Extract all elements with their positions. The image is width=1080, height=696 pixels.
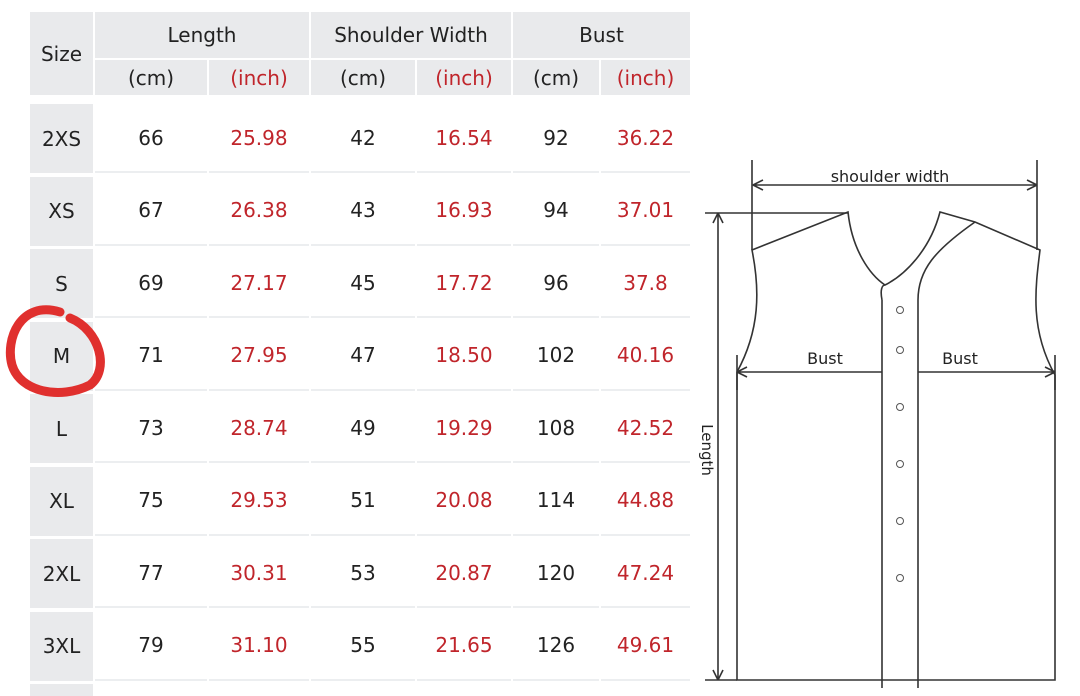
value-cell: 120 (513, 539, 599, 608)
unit-header: (cm) (311, 60, 415, 95)
value-cell: 96 (513, 249, 599, 318)
value-cell: 66 (95, 104, 207, 173)
value-cell: 37.01 (601, 177, 690, 246)
length-label: Length (698, 424, 716, 476)
value-cell: 27.17 (209, 249, 309, 318)
unit-header: (inch) (209, 60, 309, 95)
size-cell: M (30, 321, 93, 391)
value-cell: 44.88 (601, 467, 690, 536)
value-cell: 73 (95, 394, 207, 463)
bust-label: Bust (807, 349, 843, 368)
size-cell: XL (30, 466, 93, 536)
size-cell: 2XS (30, 104, 93, 173)
value-cell: 47 (311, 322, 415, 391)
value-cell: 77 (95, 539, 207, 608)
group-header: Length (95, 12, 309, 58)
value-cell: 42.52 (601, 394, 690, 463)
unit-header: (cm) (95, 60, 207, 95)
value-cell: 53 (311, 539, 415, 608)
buttons (896, 306, 904, 582)
size-cell: XS (30, 176, 93, 246)
shoulder-label: shoulder width (831, 167, 950, 186)
value-cell: 43 (311, 177, 415, 246)
value-cell: 102 (513, 322, 599, 391)
value-cell: 28.74 (209, 394, 309, 463)
value-cell: 29.53 (209, 467, 309, 536)
value-cell: 67 (95, 177, 207, 246)
value-cell: 55 (311, 612, 415, 681)
size-cell: 3XL (30, 611, 93, 681)
highlight-circle (5, 305, 105, 397)
value-cell: 49.61 (601, 612, 690, 681)
value-cell: 108 (513, 394, 599, 463)
unit-header: (inch) (601, 60, 690, 95)
value-cell: 94 (513, 177, 599, 246)
value-cell: 16.54 (417, 104, 511, 173)
value-cell: 27.95 (209, 322, 309, 391)
value-cell: 25.98 (209, 104, 309, 173)
value-cell: 69 (95, 249, 207, 318)
value-cell: 21.65 (417, 612, 511, 681)
size-cell: 2XL (30, 539, 93, 608)
value-cell: 31.10 (209, 612, 309, 681)
unit-header: (inch) (417, 60, 511, 95)
value-cell: 45 (311, 249, 415, 318)
value-cell: 49 (311, 394, 415, 463)
value-cell: 26.38 (209, 177, 309, 246)
value-cell: 114 (513, 467, 599, 536)
value-cell: 37.8 (601, 249, 690, 318)
value-cell: 40.16 (601, 322, 690, 391)
value-cell: 92 (513, 104, 599, 173)
value-cell: 16.93 (417, 177, 511, 246)
size-cell: L (30, 394, 93, 463)
value-cell: 17.72 (417, 249, 511, 318)
value-cell: 51 (311, 467, 415, 536)
value-cell: 75 (95, 467, 207, 536)
size-header: Size (30, 12, 93, 95)
unit-header: (cm) (513, 60, 599, 95)
value-cell: 42 (311, 104, 415, 173)
value-cell: 47.24 (601, 539, 690, 608)
value-cell: 20.87 (417, 539, 511, 608)
shirt-outline (705, 160, 1056, 688)
row-stub (30, 684, 93, 696)
value-cell: 18.50 (417, 322, 511, 391)
value-cell: 79 (95, 612, 207, 681)
value-cell: 36.22 (601, 104, 690, 173)
value-cell: 30.31 (209, 539, 309, 608)
group-header: Bust (513, 12, 690, 58)
bust-label: Bust (942, 349, 978, 368)
group-header: Shoulder Width (311, 12, 511, 58)
value-cell: 71 (95, 322, 207, 391)
value-cell: 20.08 (417, 467, 511, 536)
value-cell: 126 (513, 612, 599, 681)
value-cell: 19.29 (417, 394, 511, 463)
